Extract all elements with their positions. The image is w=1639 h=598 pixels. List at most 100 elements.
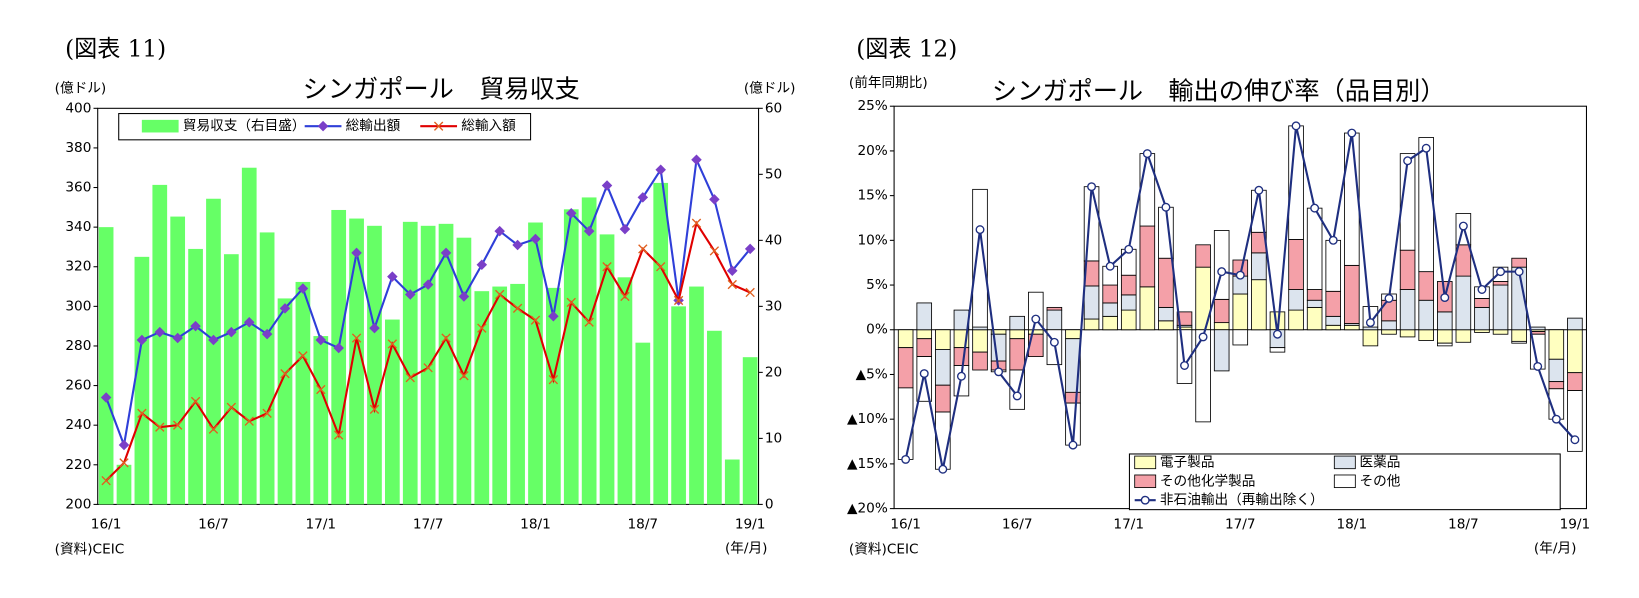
marker bbox=[637, 192, 649, 203]
legend-label: 総輸出額 bbox=[346, 118, 401, 134]
marker bbox=[1570, 435, 1580, 445]
y-tick-label: 15% bbox=[857, 188, 887, 204]
legend-marker bbox=[433, 121, 444, 131]
bar-segment bbox=[1102, 315, 1118, 331]
x-unit: (年/月) bbox=[725, 541, 768, 557]
y-tick-label: 400 bbox=[65, 100, 91, 116]
marker bbox=[1403, 156, 1413, 166]
marker bbox=[118, 439, 130, 451]
marker bbox=[495, 289, 505, 300]
bar bbox=[188, 248, 203, 505]
bar-segment bbox=[1548, 358, 1565, 383]
marker bbox=[1087, 182, 1097, 192]
marker bbox=[583, 225, 595, 237]
marker bbox=[477, 323, 487, 333]
marker bbox=[1347, 128, 1357, 138]
marker bbox=[316, 384, 326, 395]
bar-segment bbox=[1511, 257, 1527, 268]
legend-swatch bbox=[141, 119, 179, 133]
marker bbox=[404, 289, 416, 300]
bar-segment bbox=[1213, 322, 1230, 331]
marker bbox=[744, 243, 756, 255]
bar-segment bbox=[1083, 285, 1100, 320]
bar-segment bbox=[1418, 137, 1434, 273]
x-tick-label: 17/1 bbox=[305, 516, 336, 532]
bar bbox=[349, 218, 364, 505]
marker bbox=[1235, 270, 1245, 280]
marker bbox=[727, 265, 738, 276]
bar-segment bbox=[1158, 257, 1174, 308]
source: (資料)CEIC bbox=[55, 542, 125, 558]
bar bbox=[116, 464, 132, 505]
bar bbox=[671, 306, 686, 505]
bar bbox=[724, 459, 740, 505]
marker bbox=[620, 291, 630, 302]
bar bbox=[599, 234, 615, 505]
bar-segment bbox=[1065, 329, 1081, 340]
x-tick-label: 18/1 bbox=[520, 516, 551, 532]
legend-marker bbox=[1140, 495, 1150, 505]
bar-segment bbox=[972, 188, 988, 328]
legend-label: 総輸入額 bbox=[461, 118, 516, 134]
bar-segment bbox=[1288, 309, 1304, 331]
marker bbox=[994, 367, 1004, 377]
bar-segment bbox=[1437, 311, 1453, 331]
marker bbox=[172, 420, 183, 430]
bar-segment bbox=[1065, 391, 1081, 404]
bar-segment bbox=[1344, 324, 1360, 331]
marker bbox=[262, 408, 272, 418]
marker bbox=[369, 404, 380, 415]
y-tick-label: 200 bbox=[65, 496, 91, 512]
bar-segment bbox=[1492, 284, 1509, 331]
marker bbox=[1012, 391, 1022, 401]
y-tick-label: 380 bbox=[65, 140, 91, 156]
bar-segment bbox=[1418, 271, 1434, 301]
marker bbox=[956, 371, 966, 381]
bar-segment bbox=[1102, 284, 1118, 304]
bar bbox=[438, 223, 454, 505]
x-tick-label: 17/1 bbox=[1113, 516, 1144, 532]
bar bbox=[313, 336, 329, 505]
marker bbox=[155, 422, 165, 432]
bar-segment bbox=[1176, 311, 1193, 326]
marker bbox=[441, 333, 451, 343]
marker bbox=[638, 244, 648, 254]
bar-segment bbox=[1009, 315, 1025, 331]
bar-segment bbox=[1511, 340, 1527, 344]
bar-segment bbox=[1399, 153, 1416, 251]
marker bbox=[1068, 440, 1078, 450]
bar-segment bbox=[1046, 306, 1063, 311]
y-tick-label: 5% bbox=[866, 277, 888, 293]
bar bbox=[528, 222, 543, 505]
x-tick-label: 18/7 bbox=[1448, 516, 1479, 532]
marker bbox=[1384, 293, 1394, 303]
bar-segment bbox=[1381, 320, 1397, 331]
marker bbox=[423, 363, 433, 373]
marker bbox=[1105, 261, 1115, 271]
marker bbox=[100, 392, 112, 403]
bar-segment bbox=[1251, 252, 1267, 281]
marker bbox=[494, 225, 505, 237]
marker bbox=[1272, 329, 1282, 339]
bar-segment bbox=[1381, 329, 1397, 335]
y-tick-label: 340 bbox=[65, 219, 91, 235]
bar-segment bbox=[1158, 320, 1174, 331]
marker bbox=[619, 223, 631, 235]
y2-tick-label: 60 bbox=[765, 100, 782, 116]
figure-label: (図表 12) bbox=[856, 37, 957, 63]
bar-segment bbox=[1474, 298, 1490, 308]
chart-title: シンガポール 貿易収支 bbox=[303, 74, 580, 103]
bar-segment bbox=[1548, 381, 1565, 390]
bar bbox=[295, 281, 311, 505]
bar bbox=[546, 287, 561, 505]
bar bbox=[223, 254, 239, 505]
y-tick-label: ▲5% bbox=[856, 366, 888, 382]
marker bbox=[101, 475, 111, 486]
marker bbox=[1421, 143, 1431, 153]
y-tick-label: 240 bbox=[65, 417, 91, 433]
bar-segment bbox=[1474, 306, 1490, 331]
marker bbox=[1365, 318, 1375, 328]
bar bbox=[277, 298, 293, 505]
marker bbox=[1049, 337, 1059, 347]
bar-segment bbox=[1325, 324, 1342, 331]
